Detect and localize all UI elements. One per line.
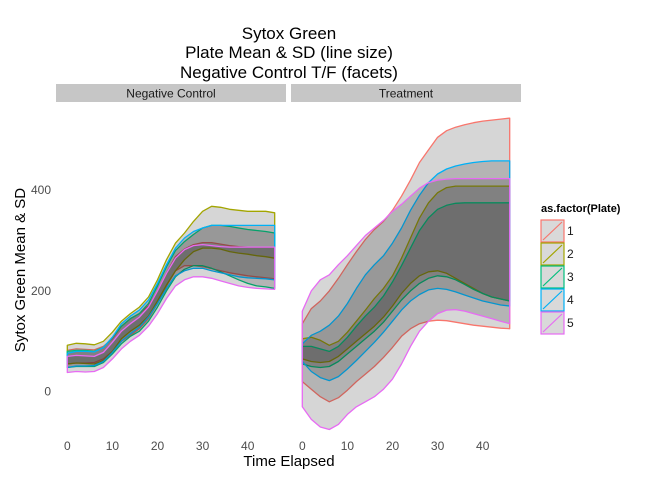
x-tick-label: 0 bbox=[64, 439, 71, 453]
x-tick-label: 20 bbox=[386, 439, 400, 453]
band-plate-1-treatment bbox=[301, 117, 511, 403]
legend: as.factor(Plate) 1 2 3 4 5 bbox=[540, 203, 621, 335]
legend-key-plate-1: 1 bbox=[540, 219, 574, 243]
x-tick-label: 20 bbox=[151, 439, 165, 453]
legend-label: 5 bbox=[567, 316, 574, 330]
facet-panel-treatment: Treatment bbox=[291, 84, 521, 431]
title-line-3: Negative Control T/F (facets) bbox=[180, 63, 398, 82]
legend-label: 4 bbox=[567, 293, 574, 307]
strip-background-treatment bbox=[291, 84, 521, 102]
y-axis: 0 200 400 bbox=[31, 183, 51, 399]
x-tick-label: 10 bbox=[106, 439, 120, 453]
legend-swatch-line bbox=[542, 221, 563, 241]
legend-key-plate-2: 2 bbox=[540, 242, 574, 266]
legend-keys: 1 2 3 4 5 bbox=[540, 219, 574, 335]
title-line-1: Sytox Green bbox=[242, 24, 337, 43]
band-plate-5-negative-control bbox=[66, 243, 276, 374]
band-plate-5-treatment bbox=[301, 177, 511, 431]
legend-swatch-line bbox=[542, 267, 563, 287]
x-tick-label: 30 bbox=[431, 439, 445, 453]
x-tick-label: 10 bbox=[341, 439, 355, 453]
x-tick-label: 0 bbox=[299, 439, 306, 453]
legend-swatch-line bbox=[542, 290, 563, 310]
legend-key-plate-5: 5 bbox=[540, 311, 574, 335]
title-line-2: Plate Mean & SD (line size) bbox=[185, 43, 393, 62]
x-tick-label: 40 bbox=[241, 439, 255, 453]
legend-label: 2 bbox=[567, 247, 574, 261]
legend-label: 1 bbox=[567, 224, 574, 238]
x-tick-label: 40 bbox=[476, 439, 490, 453]
facet-plot-area-negative-control bbox=[66, 205, 276, 374]
legend-swatch-line bbox=[542, 313, 563, 333]
legend-swatch-line bbox=[542, 244, 563, 264]
x-axis-title: Time Elapsed bbox=[243, 453, 334, 470]
strip-label-negative-control: Negative Control bbox=[126, 87, 215, 101]
legend-title: as.factor(Plate) bbox=[541, 203, 621, 215]
facet-plot-area-treatment bbox=[301, 117, 511, 431]
y-tick-label: 200 bbox=[31, 284, 51, 298]
strip-background-negative-control bbox=[56, 84, 286, 102]
y-tick-label: 400 bbox=[31, 183, 51, 197]
x-axis: 0 10 20 30 40 0 10 20 30 40 bbox=[64, 439, 490, 453]
strip-label-treatment: Treatment bbox=[379, 87, 434, 101]
legend-key-plate-4: 4 bbox=[540, 288, 574, 312]
facet-panel-negative-control: Negative Control bbox=[56, 84, 286, 374]
y-tick-label: 0 bbox=[44, 385, 51, 399]
legend-label: 3 bbox=[567, 270, 574, 284]
chart-title: Sytox Green Plate Mean & SD (line size) … bbox=[180, 24, 398, 82]
y-axis-title: Sytox Green Mean & SD bbox=[12, 188, 29, 352]
x-tick-label: 30 bbox=[196, 439, 210, 453]
legend-key-plate-3: 3 bbox=[540, 265, 574, 289]
